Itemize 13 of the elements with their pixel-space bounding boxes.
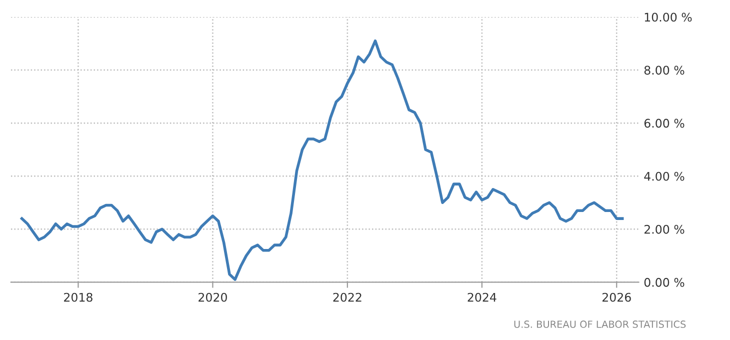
y-tick-label: 8.00 %	[644, 66, 684, 75]
text: U.S. BUREAU OF LABOR STATISTICS	[514, 320, 686, 328]
x-tick-label: 2026	[602, 292, 631, 302]
x-tick-label: 2018	[64, 292, 92, 302]
x-tick-label: 2020	[198, 292, 227, 302]
line-series	[20, 39, 624, 281]
y-tick-label: 6.00 %	[644, 118, 684, 128]
y-tick-label: 2.00 %	[644, 224, 684, 234]
x-tick-label: 2024	[468, 292, 496, 302]
y-tick-label: 0.00 %	[644, 278, 684, 287]
y-tick-label: 4.00 %	[644, 172, 684, 181]
y-tick-label: 10.00 %	[644, 12, 692, 22]
x-tick-label: 2022	[333, 292, 362, 302]
